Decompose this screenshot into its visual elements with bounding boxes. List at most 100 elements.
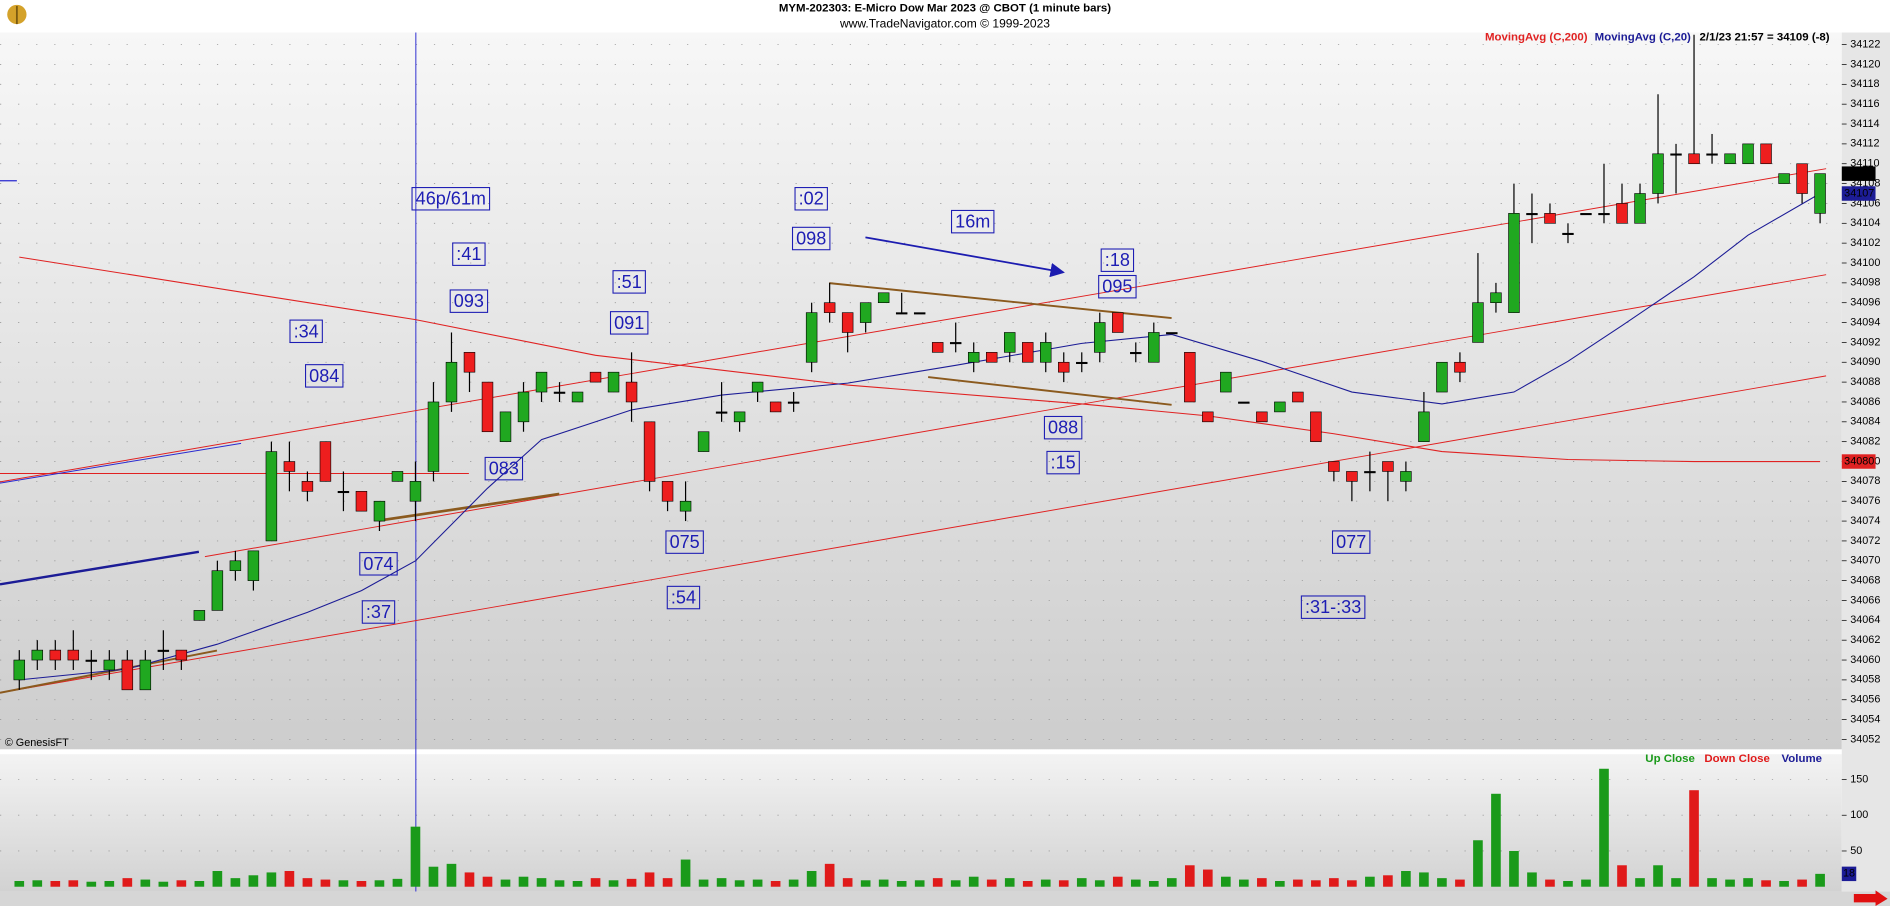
volume-bar <box>392 878 403 887</box>
volume-bar <box>1563 881 1573 887</box>
candle-body <box>1382 461 1394 472</box>
volume-bar <box>932 878 943 887</box>
y-tick-label: 34052 <box>1850 733 1880 745</box>
annotation: 074 <box>363 554 393 574</box>
candle-body <box>607 371 620 393</box>
anchor-icon <box>7 4 27 25</box>
annotation: 16m <box>955 212 990 232</box>
y-tick-label: 34102 <box>1850 237 1880 249</box>
candle-body <box>913 312 926 315</box>
volume-bar <box>1257 878 1267 887</box>
candle-body <box>31 649 44 661</box>
y-tick-label: 34076 <box>1850 495 1880 507</box>
candle-body <box>301 481 314 492</box>
y-tick-label: 34088 <box>1850 376 1880 388</box>
candle-body <box>1184 352 1196 403</box>
annotation: :18 <box>1105 250 1130 270</box>
volume-bar <box>1293 879 1303 887</box>
watermark: © GenesisFT <box>5 737 69 749</box>
candle-body <box>643 421 656 482</box>
candle-body <box>1148 332 1160 363</box>
volume-bar <box>1437 878 1447 887</box>
candle-body <box>1364 471 1376 474</box>
legend-entry: Down Close <box>1704 753 1769 765</box>
volume-bar <box>950 880 961 887</box>
volume-bar <box>572 881 583 887</box>
candle-body <box>985 352 998 363</box>
price-box-label: 34080 <box>1844 455 1874 467</box>
volume-bar <box>68 880 79 887</box>
volume-bar <box>608 880 619 887</box>
candle-body <box>49 649 62 661</box>
trend-line <box>0 375 1827 694</box>
candle-body <box>1274 401 1286 413</box>
annotation: 095 <box>1102 277 1132 297</box>
candle-body <box>265 451 278 542</box>
annotation-box <box>1046 450 1080 475</box>
legend-entry: Up Close <box>1645 753 1695 765</box>
y-tick-label: 34108 <box>1850 177 1880 189</box>
volume-box <box>1841 866 1857 882</box>
candle-body <box>877 292 890 304</box>
candle-body <box>535 371 548 393</box>
volume-bar <box>464 872 475 887</box>
volume-bar <box>968 876 979 887</box>
volume-bar <box>1473 840 1483 887</box>
volume-bar <box>302 878 313 887</box>
volume-bar <box>788 879 799 887</box>
candle-body <box>157 649 170 652</box>
volume-bar <box>626 878 637 887</box>
candle-body <box>283 461 296 472</box>
volume-bar <box>1635 878 1645 887</box>
price-box-label: 34109 <box>1844 168 1874 180</box>
volume-bar <box>986 879 997 887</box>
candle-body <box>1040 342 1052 363</box>
annotation: :15 <box>1051 453 1076 473</box>
candle-body <box>1166 332 1178 335</box>
volume-bar <box>1383 875 1393 887</box>
annotation: :51 <box>617 272 642 292</box>
volume-bar <box>500 879 511 887</box>
volume-bar <box>1509 850 1519 887</box>
volume-bar <box>1022 881 1033 887</box>
candle-body <box>1724 153 1736 165</box>
price-box <box>1841 166 1876 181</box>
y-tick-label: 34082 <box>1850 436 1880 448</box>
candle-body <box>787 401 800 404</box>
y-tick-label: 34106 <box>1850 197 1880 209</box>
volume-bar <box>1527 872 1537 887</box>
y-tick-label: 34104 <box>1850 217 1880 229</box>
candle-body <box>139 659 152 691</box>
annotation: 088 <box>1048 418 1078 438</box>
candle-body <box>1670 153 1682 156</box>
y-tick-label: 34086 <box>1850 396 1880 408</box>
price-box <box>1841 186 1876 201</box>
volume-bar <box>50 881 61 887</box>
volume-bar <box>680 859 691 887</box>
annotation-box <box>1300 595 1366 619</box>
candle-body <box>1562 232 1574 235</box>
y-tick-label: 34070 <box>1850 555 1880 567</box>
volume-bar <box>842 878 853 887</box>
volume-bar <box>1581 879 1591 887</box>
candle-body <box>1418 411 1430 442</box>
candle-body <box>1580 213 1592 216</box>
volume-bar <box>284 870 295 887</box>
candle-body <box>931 342 944 353</box>
volume-bar <box>662 878 673 887</box>
candle-body <box>1220 371 1232 393</box>
y-tick-label: 34112 <box>1850 138 1879 150</box>
y-tick-label: 34098 <box>1850 277 1880 289</box>
volume-bar <box>338 880 349 887</box>
candle-body <box>247 550 260 581</box>
candle-body <box>1796 163 1808 194</box>
volume-panel <box>0 754 1842 892</box>
volume-bar <box>770 881 781 887</box>
annotation-box <box>666 585 701 610</box>
scroll-arrow[interactable] <box>1853 890 1888 906</box>
y-tick-label: 34064 <box>1850 614 1880 626</box>
candle-body <box>1598 213 1610 216</box>
candle-body <box>1202 411 1214 423</box>
